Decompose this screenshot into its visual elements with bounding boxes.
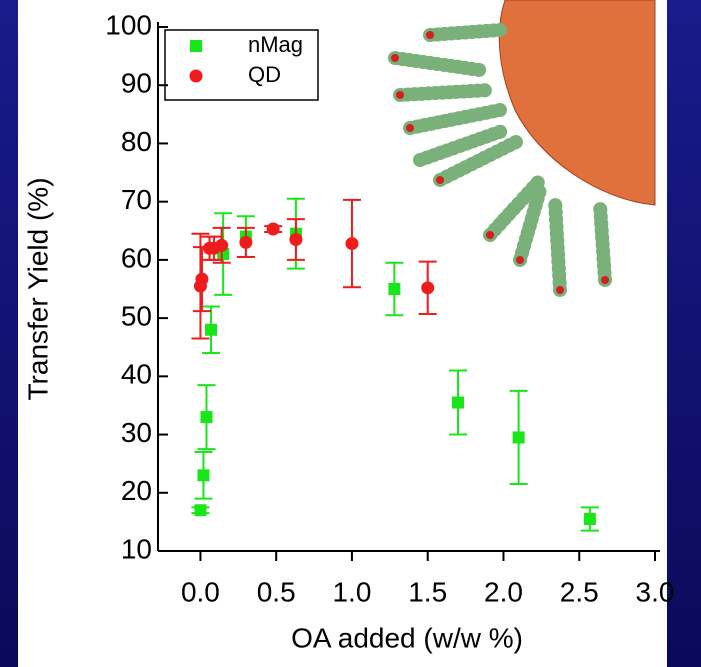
point [197,469,210,482]
x-axis-label: OA added (w/w %) [291,622,523,653]
x-tick-label: 0.5 [257,576,296,607]
point [195,272,209,286]
y-tick-label: 100 [105,9,152,40]
point [583,512,596,525]
x-tick-label: 3.0 [636,576,675,607]
point [512,431,525,444]
nanoparticle-illustration [388,0,656,297]
y-tick-label: 50 [121,301,152,332]
point [289,233,303,247]
point [215,238,229,252]
legend-label: QD [248,62,281,87]
y-tick-label: 30 [121,417,152,448]
legend-marker [189,69,203,83]
point [388,283,401,295]
y-tick-label: 20 [121,475,152,506]
point [452,396,465,409]
point [345,237,359,251]
y-tick-label: 80 [121,126,152,157]
y-tick-label: 90 [121,68,152,99]
x-tick-label: 2.5 [560,576,599,607]
x-tick-label: 1.5 [408,576,447,607]
point [239,235,253,249]
y-axis-label: Transfer Yield (%) [22,177,53,400]
point [200,411,213,424]
point [194,504,207,517]
y-tick-label: 60 [121,242,152,273]
x-tick-label: 2.0 [484,576,523,607]
x-tick-label: 1.0 [332,576,371,607]
x-tick-label: 0.0 [181,576,220,607]
point [217,248,230,261]
point [266,222,280,236]
y-tick-label: 70 [121,184,152,215]
point [205,323,218,336]
y-tick-label: 10 [121,533,152,564]
legend-marker [190,40,202,52]
point [421,281,435,295]
y-tick-label: 40 [121,359,152,390]
legend-label: nMag [248,32,303,57]
